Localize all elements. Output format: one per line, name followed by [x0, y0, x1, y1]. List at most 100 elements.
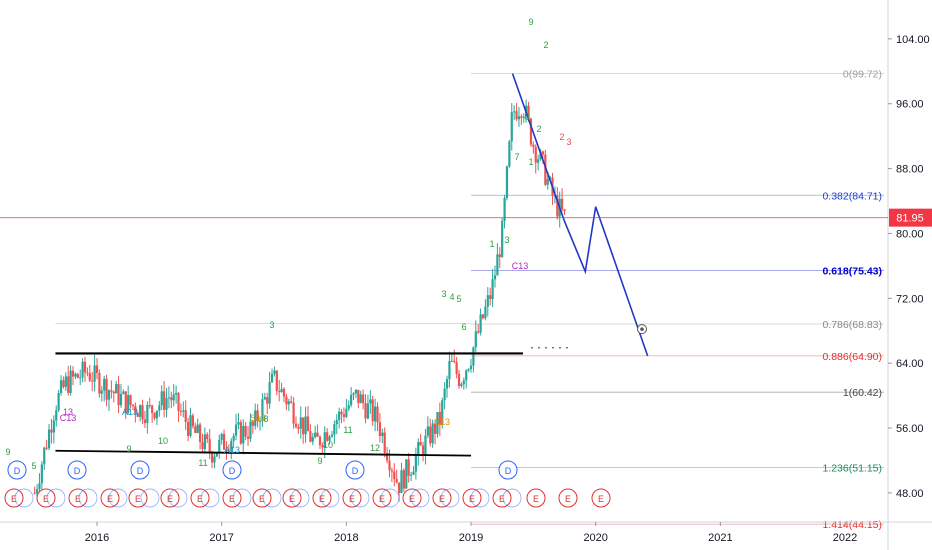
candle: [232, 433, 235, 448]
candle-body: [469, 365, 473, 370]
x-tick-label: 2016: [85, 532, 109, 544]
candle-body: [285, 396, 288, 405]
candle-body: [517, 116, 521, 120]
candle-body: [270, 373, 274, 383]
candle-body: [400, 470, 403, 494]
earnings-marker: [432, 488, 452, 508]
candle-body: [33, 492, 36, 494]
fibonacci-retracement[interactable]: 0(99.72) 0.382(84.71) 0.618(75.43) 0.786(68…: [471, 69, 884, 532]
candle: [520, 114, 523, 125]
dividend-marker: [67, 460, 87, 480]
candle: [362, 389, 365, 410]
candle-body: [445, 379, 449, 389]
candle-body: [155, 410, 159, 419]
candle-body: [433, 423, 437, 434]
candle-body: [556, 195, 559, 217]
candle: [234, 413, 238, 441]
candle: [467, 368, 470, 373]
td-count-label: 4: [449, 292, 454, 302]
candle-body: [196, 424, 199, 433]
candle: [122, 389, 125, 395]
candle-body: [290, 401, 293, 403]
event-markers[interactable]: D D D D D D E E E E E E E E E E E E E E E E E E E E: [4, 460, 611, 508]
candle: [529, 117, 533, 147]
candle: [43, 446, 46, 471]
candle: [93, 354, 96, 392]
candle: [237, 412, 240, 430]
candle-body: [45, 447, 48, 449]
candle: [59, 375, 63, 396]
dividend-marker-label: D: [505, 466, 512, 476]
candle: [83, 356, 87, 382]
candle: [498, 247, 501, 269]
candle-body: [122, 391, 125, 394]
candle-body: [251, 421, 254, 426]
candle-body: [175, 392, 178, 395]
candle-body: [503, 197, 506, 221]
dividend-marker: [7, 460, 27, 480]
x-tick-label: 2022: [833, 532, 857, 544]
candle: [86, 367, 89, 377]
candle-body: [57, 393, 60, 411]
candle: [158, 401, 161, 417]
candle-body: [501, 220, 504, 258]
candle: [489, 287, 492, 306]
candle: [105, 374, 108, 407]
candle-body: [321, 445, 324, 448]
x-tick-label: 2019: [459, 532, 483, 544]
candle-body: [218, 439, 221, 453]
candle-body: [436, 412, 439, 434]
dividend-marker: [498, 460, 518, 480]
x-tick-label: 2020: [583, 532, 607, 544]
candle-body: [254, 410, 257, 426]
candle-body: [187, 422, 190, 436]
candle: [52, 415, 55, 444]
candle-body: [280, 388, 283, 393]
candle: [306, 406, 310, 432]
candle-body: [529, 118, 533, 145]
dividend-marker: [130, 460, 150, 480]
candle-body: [88, 373, 91, 381]
fib-level-label: 0.618(75.43): [822, 266, 882, 278]
candle: [417, 438, 420, 466]
dividend-marker-label: D: [229, 466, 236, 476]
candle: [254, 403, 257, 430]
candle-body: [177, 392, 180, 411]
candle-body: [210, 452, 214, 463]
earnings-marker: [591, 488, 611, 508]
candle: [33, 486, 36, 495]
td-count-label: 8: [263, 414, 268, 424]
dividend-marker-label: D: [352, 466, 359, 476]
candle-body: [350, 394, 353, 406]
candle-body: [237, 422, 240, 425]
candle-body: [402, 470, 405, 489]
candle-body: [76, 373, 79, 378]
candle: [155, 410, 159, 426]
earnings-marker: [252, 488, 272, 508]
candle-body: [268, 382, 271, 404]
earnings-marker-label: E: [167, 494, 173, 504]
candle: [167, 386, 171, 409]
candle: [131, 404, 135, 410]
candle-body: [167, 397, 171, 399]
candle: [359, 390, 362, 404]
td-count-label: 3: [504, 235, 509, 245]
td-count-label: 3: [269, 320, 274, 330]
candle-body: [393, 471, 396, 480]
earnings-marker-ring: [200, 488, 220, 508]
candle: [45, 440, 48, 451]
candle: [198, 422, 202, 450]
candle-body: [35, 489, 39, 494]
y-tick-label: 72.00: [896, 293, 924, 305]
td-count-label: A13: [224, 445, 240, 455]
candle-body: [129, 395, 132, 405]
candle: [107, 389, 111, 411]
earnings-marker-label: E: [598, 494, 604, 504]
candle: [81, 358, 84, 383]
candle: [532, 141, 535, 154]
td-count-label: C13: [512, 261, 529, 271]
candle-body: [40, 464, 43, 484]
candle-body: [43, 447, 46, 465]
